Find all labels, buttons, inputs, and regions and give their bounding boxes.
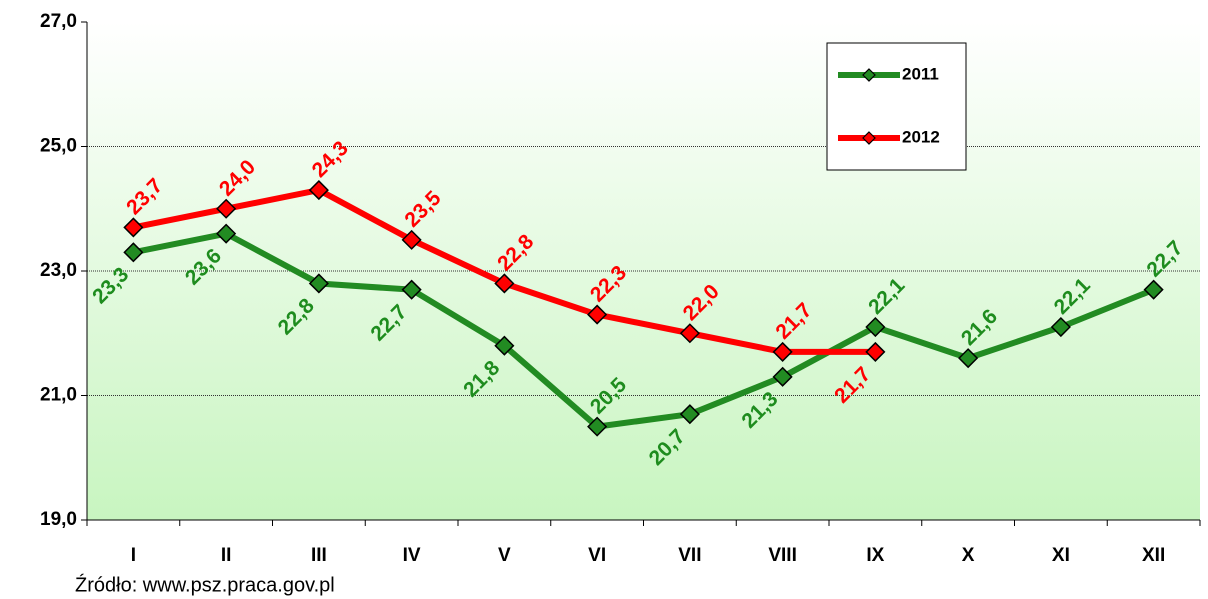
marker — [587, 416, 608, 437]
marker — [308, 273, 329, 294]
y-tick-label: 23,0 — [40, 260, 77, 281]
source: Źródło: www.psz.praca.gov.pl — [75, 573, 335, 596]
series-line — [132, 230, 1155, 430]
marker — [494, 335, 515, 356]
marker — [401, 229, 422, 250]
y-tick-label: 25,0 — [40, 136, 77, 157]
marker — [401, 279, 422, 300]
marker — [865, 316, 886, 338]
x-tick-label: II — [221, 545, 232, 566]
x-tick-label: IX — [866, 545, 884, 566]
marker — [216, 223, 237, 244]
x-tick-label: VI — [588, 545, 606, 566]
x-tick-label: X — [962, 545, 975, 566]
x-tick-label: XI — [1052, 545, 1070, 566]
legend-marker — [862, 68, 876, 82]
marker — [123, 217, 144, 238]
marker — [865, 341, 886, 362]
y-tick-label: 27,0 — [40, 11, 77, 32]
marker — [679, 323, 700, 344]
legend-label: 2011 — [902, 64, 939, 83]
x-tick-label: I — [131, 545, 136, 566]
legend-marker — [862, 131, 876, 145]
marker — [958, 348, 979, 369]
y-tick-label: 21,0 — [40, 385, 77, 406]
marker — [216, 198, 237, 219]
x-tick-label: III — [311, 545, 327, 566]
y-tick-label: 19,0 — [40, 509, 77, 530]
marker — [587, 304, 608, 325]
marker — [772, 366, 793, 387]
marker — [494, 273, 515, 294]
x-tick-label: VII — [678, 545, 701, 566]
marker — [1143, 279, 1164, 300]
legend-label: 2012 — [902, 127, 940, 146]
x-tick-label: XII — [1142, 545, 1165, 566]
marker — [772, 341, 793, 362]
x-tick-label: VIII — [768, 545, 797, 566]
marker — [308, 180, 329, 201]
legend-box — [826, 42, 967, 171]
marker — [679, 404, 700, 425]
x-tick-label: V — [498, 545, 511, 566]
marker — [1050, 316, 1071, 338]
marker — [123, 242, 144, 263]
x-tick-label: IV — [403, 545, 421, 566]
